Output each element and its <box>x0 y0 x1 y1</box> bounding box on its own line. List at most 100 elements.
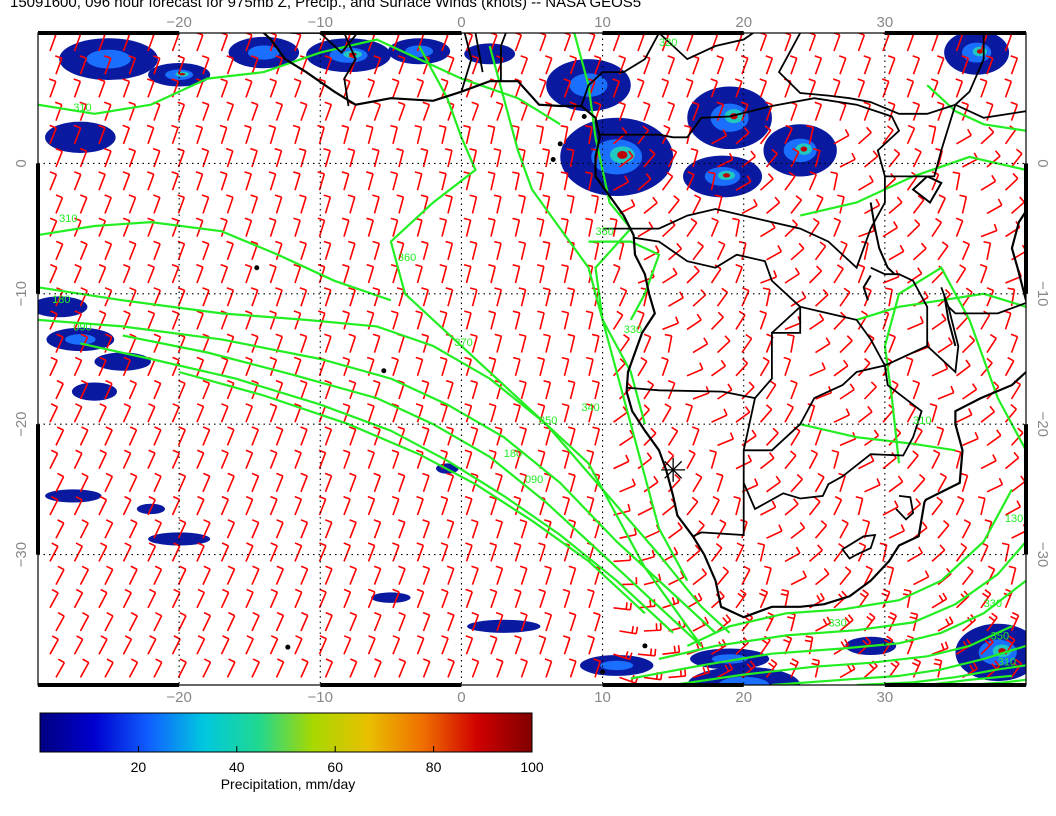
wind-barb <box>348 426 357 446</box>
wind-barb <box>122 495 132 516</box>
wind-barb <box>438 124 447 144</box>
wind-barb <box>220 171 228 191</box>
lon-tick-label-top: 10 <box>594 14 611 31</box>
wind-barb <box>936 426 945 446</box>
wind-barb <box>79 658 90 678</box>
wind-barb <box>104 379 113 400</box>
wind-barb <box>104 611 114 632</box>
wind-barb <box>1004 172 1019 191</box>
wind-barb <box>342 263 350 284</box>
wind-barb <box>471 611 480 632</box>
wind-barb <box>171 124 179 145</box>
wind-barb <box>568 519 577 539</box>
wind-barb <box>299 101 308 121</box>
wind-barb <box>790 379 798 400</box>
wind-barb <box>512 264 521 284</box>
wind-barb <box>349 611 358 632</box>
wind-barb <box>790 473 803 493</box>
geopotential-contour <box>856 292 1026 321</box>
wind-barb <box>318 635 328 655</box>
wind-barb <box>686 362 704 377</box>
wind-barb <box>317 124 325 145</box>
wind-barb <box>397 101 406 121</box>
wind-barb <box>422 472 430 493</box>
wind-barb <box>414 171 423 191</box>
wind-barb <box>152 147 161 168</box>
wind-barb <box>839 383 855 400</box>
wind-barb <box>619 625 639 635</box>
wind-barb <box>741 198 758 215</box>
wind-barb <box>710 217 719 237</box>
wind-barb <box>122 217 131 237</box>
wind-barb <box>561 403 570 423</box>
geopotential-contour <box>926 84 1026 132</box>
wind-barb <box>54 101 63 121</box>
wind-barb <box>955 495 965 516</box>
wind-barb <box>735 357 749 377</box>
wind-barb <box>220 588 230 609</box>
wind-barb <box>416 635 425 655</box>
wind-barb <box>619 429 635 447</box>
wind-barb <box>153 240 161 261</box>
wind-barb <box>343 542 352 562</box>
wind-barb <box>495 472 503 493</box>
wind-barb <box>489 542 498 562</box>
wind-barb <box>464 495 473 516</box>
wind-barb <box>373 565 382 585</box>
wind-barb <box>518 287 527 307</box>
wind-barb <box>537 356 546 377</box>
wind-barb <box>122 356 131 377</box>
wind-barb <box>961 519 972 539</box>
wind-barb <box>421 287 429 307</box>
wind-barb <box>766 475 781 493</box>
wind-barb <box>341 171 350 191</box>
wind-barb <box>790 195 803 214</box>
wind-barb <box>128 287 137 307</box>
wind-barb <box>955 78 964 98</box>
wind-barb <box>397 472 406 493</box>
wind-barb <box>226 101 235 121</box>
wind-barb <box>520 101 529 121</box>
country-border <box>599 97 901 270</box>
wind-barb <box>784 498 799 516</box>
wind-barb <box>269 588 279 609</box>
wind-barb <box>741 287 750 307</box>
geopotential-contour <box>630 579 1026 680</box>
wind-barb <box>544 565 552 585</box>
wind-barb <box>104 194 112 214</box>
wind-barb <box>464 310 472 330</box>
wind-barb <box>586 403 594 423</box>
wind-barb <box>367 588 376 609</box>
wind-barb <box>783 356 792 377</box>
wind-barb <box>300 426 308 446</box>
wind-barb <box>881 33 890 52</box>
wind-barb <box>55 194 64 214</box>
wind-barb <box>562 449 570 469</box>
wind-barb <box>808 449 819 469</box>
wind-barb <box>662 316 680 331</box>
wind-barb <box>584 125 593 144</box>
wind-barb <box>104 658 114 678</box>
wind-barb <box>49 403 59 423</box>
wind-barb <box>888 658 900 678</box>
wind-barb <box>122 588 132 609</box>
wind-barb <box>912 242 927 261</box>
wind-barb <box>569 658 577 678</box>
wind-barb <box>225 147 234 168</box>
wind-barb <box>814 55 823 75</box>
wind-barb <box>662 645 681 655</box>
wind-barb <box>513 403 521 423</box>
precip-area <box>38 296 88 318</box>
frame-tick-bar <box>38 683 180 687</box>
wind-barb <box>487 171 496 191</box>
wind-barb <box>543 333 551 353</box>
wind-barb <box>342 356 351 377</box>
wind-barb <box>470 379 479 400</box>
wind-barb <box>979 263 988 284</box>
wind-barb <box>367 449 375 469</box>
island <box>285 644 291 650</box>
wind-barb <box>49 124 57 145</box>
wind-barb <box>566 148 575 168</box>
wind-barb <box>561 356 570 376</box>
wind-barb <box>324 55 333 75</box>
